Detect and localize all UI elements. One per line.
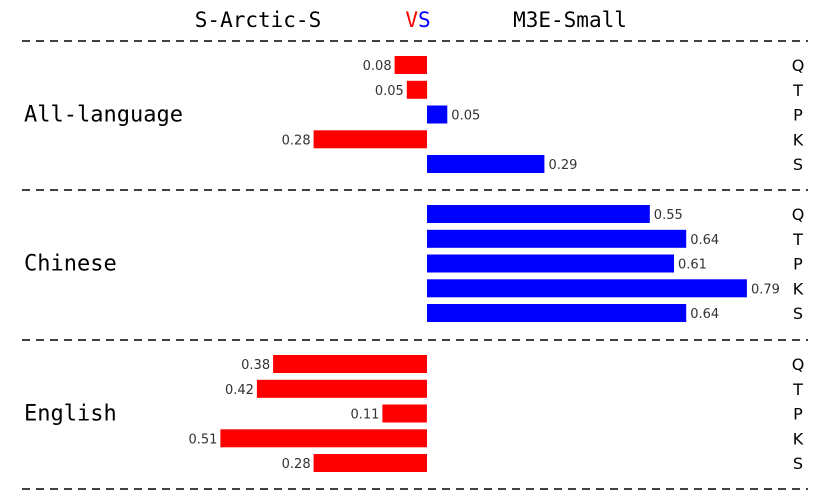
- bar: [427, 279, 747, 298]
- title-vs-v-letter: V: [405, 8, 418, 32]
- metric-label: P: [793, 255, 803, 274]
- data-label: 0.51: [188, 432, 217, 447]
- group-label: All-language: [24, 103, 183, 128]
- metric-label: K: [793, 429, 804, 448]
- data-label: 0.28: [282, 133, 311, 148]
- bar: [427, 205, 650, 223]
- bar: [427, 155, 545, 173]
- bar: [220, 429, 427, 448]
- data-label: 0.08: [363, 59, 392, 74]
- metric-label: S: [793, 304, 803, 323]
- metric-label: T: [792, 380, 803, 399]
- metric-label: S: [793, 155, 803, 174]
- data-label: 0.79: [751, 282, 780, 297]
- title-vs-v: VS: [405, 8, 430, 32]
- data-label: 0.11: [350, 408, 379, 423]
- bar: [394, 56, 427, 74]
- bar: [382, 404, 427, 423]
- metric-label: P: [793, 405, 803, 424]
- data-label: 0.64: [690, 307, 719, 322]
- bar: [427, 229, 687, 248]
- metric-label: P: [793, 106, 803, 125]
- bar: [427, 105, 448, 124]
- metric-label: Q: [792, 205, 805, 224]
- bar: [313, 454, 427, 472]
- data-label: 0.38: [241, 358, 270, 373]
- title-vs-s-letter: S: [418, 8, 431, 32]
- data-label: 0.28: [282, 457, 311, 472]
- plot-area: All-language 0.08 Q 0.05 T 0.05 P 0.28 K 0.29 S Chi…: [22, 40, 808, 490]
- data-label: 0.55: [654, 208, 683, 223]
- metric-label: S: [793, 454, 803, 473]
- data-label: 0.42: [225, 383, 254, 398]
- data-label: 0.64: [690, 233, 719, 248]
- bar: [406, 80, 428, 99]
- data-label: 0.29: [549, 158, 578, 173]
- metric-label: K: [793, 130, 804, 149]
- title-left-model: S-Arctic-S: [195, 8, 321, 32]
- bar: [427, 254, 674, 273]
- bar: [256, 379, 427, 398]
- metric-label: Q: [792, 355, 805, 374]
- bar: [427, 304, 687, 322]
- metric-label: T: [792, 230, 803, 249]
- metric-label: K: [793, 279, 804, 298]
- data-label: 0.05: [375, 84, 404, 99]
- metric-label: Q: [792, 56, 805, 75]
- bar: [273, 355, 427, 373]
- title-right-model: M3E-Small: [513, 8, 627, 32]
- data-label: 0.61: [678, 258, 707, 273]
- group-label: English: [24, 402, 117, 427]
- data-label: 0.05: [451, 109, 480, 124]
- group-label: Chinese: [24, 252, 117, 277]
- metric-label: T: [792, 81, 803, 100]
- bar: [313, 130, 427, 149]
